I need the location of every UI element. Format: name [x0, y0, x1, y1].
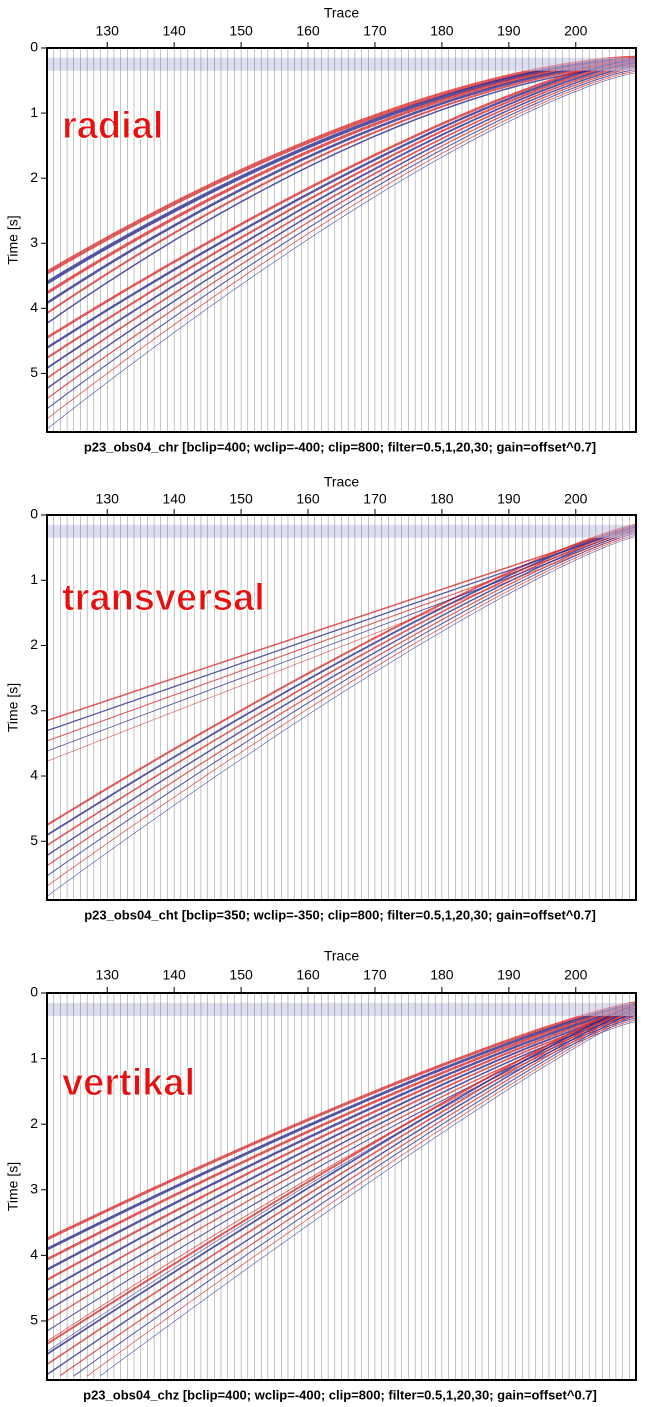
x-tick-label: 190	[497, 491, 521, 507]
y-tick-label: 0	[30, 39, 38, 55]
y-tick-label: 5	[30, 1312, 38, 1328]
x-tick-label: 200	[564, 23, 588, 39]
panel: Trace Time [s] 130 140 150 160 170 180 190 200 0 1 2…	[5, 474, 637, 922]
plot-frame	[46, 47, 637, 433]
y-tick-label: 3	[30, 234, 38, 250]
x-tick-label: 170	[363, 491, 387, 507]
x-tick-label: 160	[296, 23, 320, 39]
x-tick-label: 130	[96, 23, 120, 39]
panel: Trace Time [s] 130 140 150 160 170 180 190 200 0 1 2…	[5, 5, 637, 454]
y-tick-label: 5	[30, 364, 38, 380]
panel: Trace Time [s] 130 140 150 160 170 180 190 200 0 1 2…	[5, 948, 637, 1402]
x-tick-label: 130	[96, 967, 120, 983]
x-tick-label: 150	[229, 23, 253, 39]
x-tick-label: 190	[497, 967, 521, 983]
x-tick-label: 160	[296, 491, 320, 507]
y-tick-label: 0	[30, 984, 38, 1000]
y-tick-label: 2	[30, 169, 38, 185]
component-label: vertikal	[62, 1062, 195, 1104]
component-label: transversal	[62, 577, 265, 619]
x-axis-title: Trace	[324, 948, 359, 964]
x-tick-label: 150	[229, 967, 253, 983]
x-tick-label: 160	[296, 967, 320, 983]
y-tick-label: 3	[30, 701, 38, 717]
component-label: radial	[62, 105, 163, 147]
x-tick-label: 140	[162, 967, 186, 983]
x-tick-label: 130	[96, 491, 120, 507]
caption: p23_obs04_chr [bclip=400; wclip=-400; cl…	[84, 439, 596, 454]
x-tick-label: 200	[564, 967, 588, 983]
y-axis-title: Time [s]	[5, 215, 21, 264]
y-tick-label: 4	[30, 1246, 38, 1262]
x-tick-label: 180	[430, 491, 454, 507]
x-axis-title: Trace	[324, 474, 359, 490]
x-axis-title: Trace	[324, 5, 359, 21]
y-tick-label: 4	[30, 767, 38, 783]
y-tick-label: 2	[30, 636, 38, 652]
y-tick-label: 3	[30, 1180, 38, 1196]
y-tick-label: 0	[30, 506, 38, 522]
plot-frame	[46, 992, 637, 1381]
x-tick-label: 180	[430, 23, 454, 39]
x-tick-label: 170	[363, 23, 387, 39]
plot-frame	[46, 514, 637, 901]
x-tick-label: 200	[564, 491, 588, 507]
y-tick-label: 4	[30, 299, 38, 315]
caption: p23_obs04_cht [bclip=350; wclip=-350; cl…	[84, 907, 596, 922]
y-tick-label: 1	[30, 1049, 38, 1065]
x-tick-label: 170	[363, 967, 387, 983]
y-axis-title: Time [s]	[5, 683, 21, 732]
y-tick-label: 2	[30, 1115, 38, 1131]
y-axis-title: Time [s]	[5, 1162, 21, 1211]
caption: p23_obs04_chz [bclip=400; wclip=-400; cl…	[83, 1387, 597, 1402]
x-tick-label: 140	[162, 23, 186, 39]
y-tick-label: 5	[30, 832, 38, 848]
y-tick-label: 1	[30, 104, 38, 120]
x-tick-label: 150	[229, 491, 253, 507]
x-tick-label: 140	[162, 491, 186, 507]
y-tick-label: 1	[30, 571, 38, 587]
x-tick-label: 190	[497, 23, 521, 39]
x-tick-label: 180	[430, 967, 454, 983]
